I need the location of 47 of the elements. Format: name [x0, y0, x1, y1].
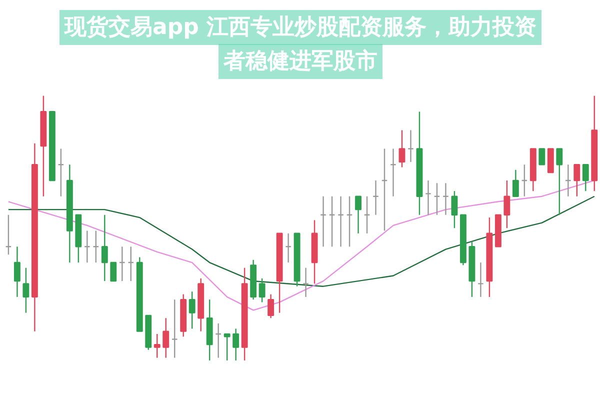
candlestick [258, 278, 266, 303]
candlestick [92, 230, 100, 264]
candlestick [521, 164, 528, 197]
candlestick [5, 214, 12, 256]
candlestick [504, 180, 510, 229]
candlestick [408, 130, 414, 163]
candlestick [442, 182, 449, 216]
candlestick [372, 180, 379, 216]
candlestick [477, 262, 484, 298]
candlestick [58, 148, 64, 197]
candlestick [338, 196, 344, 248]
candlestick [188, 291, 196, 330]
candlestick [328, 196, 336, 248]
candlestick [364, 196, 370, 234]
candlestick [425, 180, 432, 216]
candlestick [162, 318, 170, 358]
candlestick [215, 322, 222, 358]
candlestick [128, 246, 134, 282]
candlestick [574, 164, 580, 197]
candlestick [398, 130, 406, 168]
candlestick [101, 214, 108, 282]
candlestick [556, 148, 563, 216]
candlestick [232, 328, 240, 362]
candlestick [268, 294, 274, 319]
candlestick [302, 267, 310, 298]
candlestick [547, 148, 554, 174]
candlestick [22, 267, 30, 314]
candlestick [564, 164, 572, 197]
candlestick [118, 246, 126, 282]
candlestick [582, 164, 589, 192]
candlestick [512, 169, 519, 197]
candlestick [390, 148, 396, 197]
candlestick [14, 246, 20, 298]
candlestick [84, 230, 90, 264]
candlestick [285, 232, 292, 264]
candlestick [224, 333, 230, 362]
candlestick [355, 196, 362, 234]
candlestick [110, 262, 117, 282]
candlestick [434, 182, 440, 216]
candlestick [451, 190, 458, 229]
candlestick [346, 196, 353, 248]
chart-title: 现货交易app 江西专业炒股配资服务，助力投资者稳健进军股市 [64, 14, 537, 74]
candlestick [538, 148, 546, 166]
candlestick [154, 333, 160, 358]
candlestick [381, 148, 388, 232]
candlestick [171, 298, 178, 358]
candlestick [320, 196, 327, 248]
